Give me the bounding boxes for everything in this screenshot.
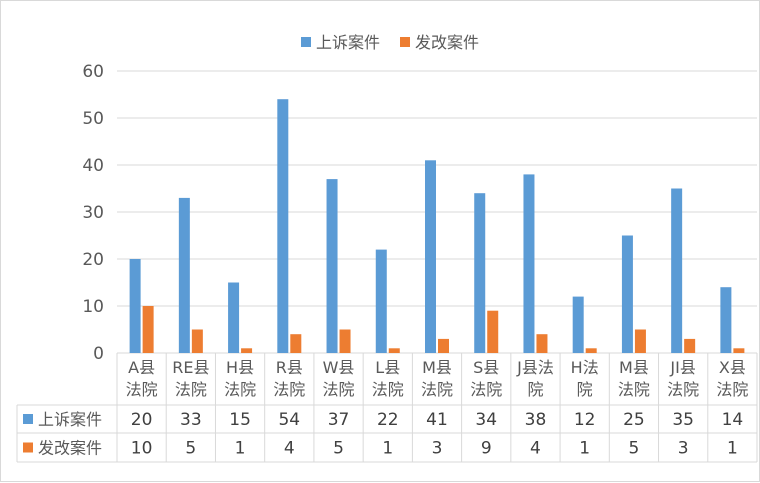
bar-appeal bbox=[277, 99, 289, 353]
bar-appeal bbox=[129, 259, 141, 353]
table-value: 38 bbox=[525, 410, 547, 430]
table-value: 5 bbox=[629, 439, 640, 459]
table-value: 25 bbox=[623, 410, 645, 430]
x-category-label: J县法 bbox=[516, 358, 554, 377]
x-category-label: 院 bbox=[577, 380, 593, 399]
bar-revised bbox=[339, 329, 351, 353]
bar-appeal bbox=[425, 160, 436, 353]
bar-revised bbox=[142, 306, 154, 353]
y-tick-label: 60 bbox=[82, 62, 104, 82]
x-category-label: 法院 bbox=[126, 380, 158, 399]
bar-revised bbox=[438, 338, 449, 353]
legend-key bbox=[400, 37, 410, 47]
table-value: 34 bbox=[475, 410, 497, 430]
legend-label: 发改案件 bbox=[415, 33, 479, 52]
x-category-label: 法院 bbox=[716, 380, 748, 399]
table-value: 5 bbox=[333, 439, 344, 459]
table-value: 4 bbox=[530, 439, 541, 459]
x-category-label: 院 bbox=[527, 380, 543, 399]
bar-appeal bbox=[326, 179, 338, 353]
x-category-label: 法院 bbox=[273, 380, 305, 399]
x-category-label: RE县 bbox=[172, 358, 209, 377]
table-value: 15 bbox=[229, 410, 251, 430]
x-category-label: H法 bbox=[571, 358, 599, 377]
bar-appeal bbox=[720, 287, 732, 353]
x-category-label: L县 bbox=[375, 358, 400, 377]
bar-revised bbox=[241, 348, 253, 353]
x-category-label: R县 bbox=[276, 358, 303, 377]
table-legend-key bbox=[23, 414, 33, 424]
x-category-label: W县 bbox=[323, 358, 355, 377]
table-series-name: 发改案件 bbox=[38, 439, 102, 458]
bar-appeal bbox=[228, 282, 240, 353]
table-value: 37 bbox=[328, 410, 350, 430]
bar-revised bbox=[684, 338, 696, 353]
table-value: 1 bbox=[727, 439, 738, 459]
legend-label: 上诉案件 bbox=[316, 33, 380, 52]
bar-appeal bbox=[572, 296, 584, 353]
table-series-name: 上诉案件 bbox=[38, 410, 102, 429]
x-category-label: 法院 bbox=[618, 380, 650, 399]
table-value: 1 bbox=[579, 439, 590, 459]
x-category-label: M县 bbox=[619, 358, 649, 377]
table-value: 41 bbox=[426, 410, 448, 430]
bar-appeal bbox=[621, 235, 633, 353]
y-tick-label: 30 bbox=[82, 203, 104, 223]
x-category-label: X县 bbox=[719, 358, 746, 377]
x-category-label: S县 bbox=[473, 358, 499, 377]
x-category-label: 法院 bbox=[323, 380, 355, 399]
x-category-label: H县 bbox=[226, 358, 254, 377]
bar-revised bbox=[191, 329, 203, 353]
table-value: 12 bbox=[574, 410, 596, 430]
bar-appeal bbox=[474, 193, 486, 353]
x-category-label: 法院 bbox=[175, 380, 207, 399]
y-tick-label: 40 bbox=[82, 156, 104, 176]
bar-appeal bbox=[178, 197, 190, 353]
x-category-label: 法院 bbox=[224, 380, 256, 399]
y-tick-label: 50 bbox=[82, 109, 104, 129]
y-tick-label: 20 bbox=[82, 250, 104, 270]
table-legend-key bbox=[23, 442, 33, 453]
bar-appeal bbox=[375, 249, 387, 353]
table-value: 5 bbox=[185, 439, 196, 459]
table-value: 54 bbox=[278, 410, 300, 430]
legend-key bbox=[301, 37, 311, 47]
table-value: 3 bbox=[678, 439, 689, 459]
bar-appeal bbox=[523, 174, 535, 353]
table-value: 4 bbox=[284, 439, 295, 459]
table-value: 22 bbox=[377, 410, 399, 430]
table-value: 33 bbox=[180, 410, 202, 430]
table-value: 20 bbox=[131, 410, 153, 430]
y-tick-label: 0 bbox=[93, 344, 104, 364]
bar-revised bbox=[634, 329, 646, 353]
bar-revised bbox=[536, 334, 548, 353]
table-value: 14 bbox=[722, 410, 744, 430]
bar-revised bbox=[733, 348, 745, 353]
x-category-label: 法院 bbox=[470, 380, 502, 399]
x-category-label: 法院 bbox=[421, 380, 453, 399]
table-value: 1 bbox=[382, 439, 393, 459]
x-category-label: 法院 bbox=[372, 380, 404, 399]
table-value: 10 bbox=[131, 439, 153, 459]
table-value: 9 bbox=[481, 439, 492, 459]
x-category-label: A县 bbox=[128, 358, 155, 377]
bar-appeal bbox=[671, 188, 683, 353]
x-category-label: 法院 bbox=[667, 380, 699, 399]
bar-revised bbox=[388, 348, 400, 353]
bar-revised bbox=[290, 334, 302, 353]
x-category-label: JI县 bbox=[669, 358, 695, 377]
table-value: 1 bbox=[235, 439, 246, 459]
y-tick-label: 10 bbox=[82, 297, 104, 317]
bar-revised bbox=[487, 310, 499, 353]
table-value: 35 bbox=[672, 410, 694, 430]
x-category-label: M县 bbox=[422, 358, 452, 377]
table-value: 3 bbox=[432, 439, 443, 459]
bar-revised bbox=[585, 348, 597, 353]
